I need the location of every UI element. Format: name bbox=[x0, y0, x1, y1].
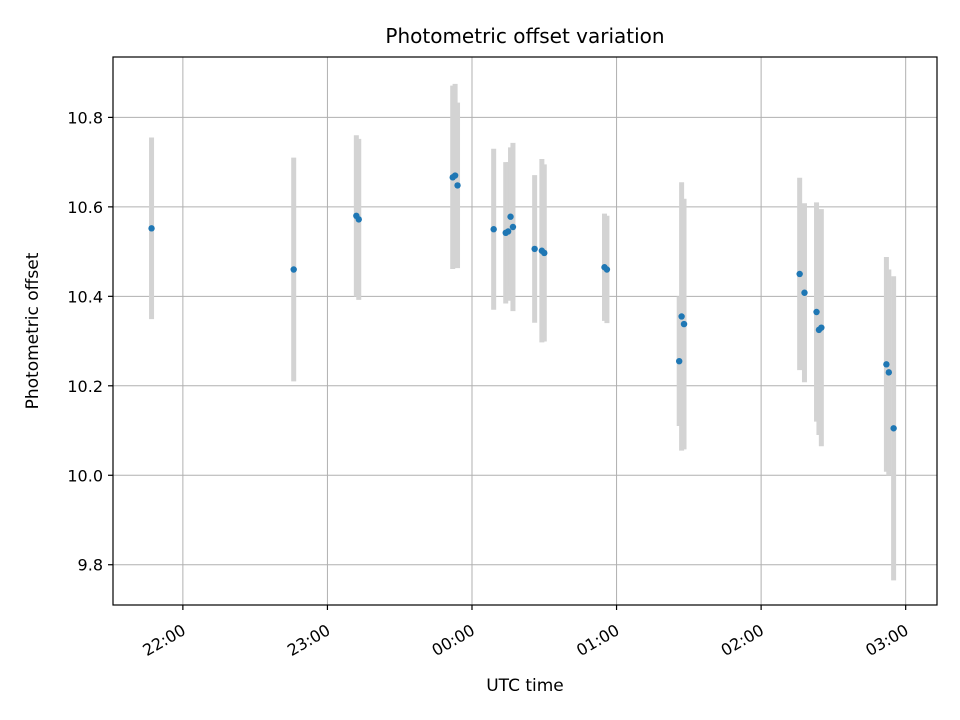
y-tick-label: 10.4 bbox=[67, 287, 103, 306]
data-point bbox=[509, 223, 517, 231]
data-point bbox=[451, 172, 459, 179]
data-point bbox=[148, 225, 155, 232]
chart-title: Photometric offset variation bbox=[385, 24, 664, 48]
data-point bbox=[290, 266, 297, 273]
y-tick-label: 10.8 bbox=[67, 108, 103, 127]
data-point bbox=[355, 216, 362, 223]
y-tick-label: 10.6 bbox=[67, 198, 103, 217]
y-axis-title: Photometric offset bbox=[23, 252, 43, 409]
data-point bbox=[890, 425, 897, 432]
x-axis-title: UTC time bbox=[486, 676, 564, 696]
data-point bbox=[603, 266, 611, 273]
data-point bbox=[813, 308, 820, 316]
data-point bbox=[818, 324, 825, 331]
data-point bbox=[796, 270, 803, 278]
data-point bbox=[531, 245, 538, 253]
data-point bbox=[885, 369, 893, 376]
y-axis: 9.8 10.0 10.2 10.4 10.6 10.8 bbox=[67, 108, 113, 575]
data-point bbox=[678, 313, 685, 320]
data-point bbox=[883, 361, 890, 368]
data-point bbox=[504, 228, 512, 235]
data-point bbox=[801, 289, 808, 296]
y-tick-label: 10.0 bbox=[67, 466, 103, 485]
data-point bbox=[454, 182, 461, 189]
y-tick-label: 9.8 bbox=[78, 556, 103, 575]
plot-frame bbox=[112, 56, 938, 606]
y-tick-label: 10.2 bbox=[67, 377, 103, 396]
data-point bbox=[541, 249, 548, 257]
data-point bbox=[490, 226, 497, 233]
data-point bbox=[680, 320, 688, 328]
point-layer bbox=[148, 172, 897, 432]
data-point bbox=[675, 357, 683, 365]
data-point bbox=[507, 213, 514, 220]
